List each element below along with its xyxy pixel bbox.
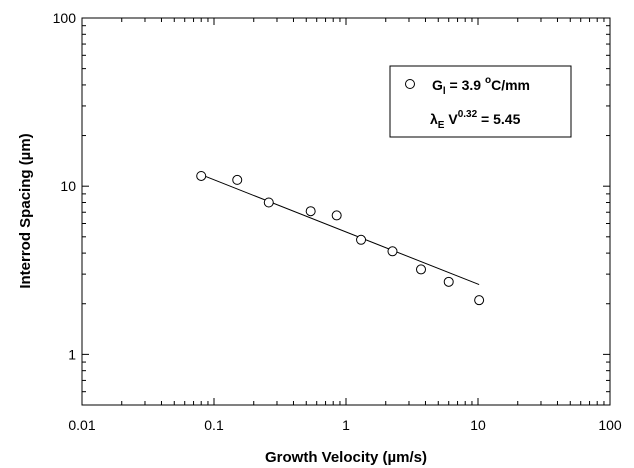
- data-point: [356, 234, 367, 245]
- legend-marker: [405, 79, 415, 89]
- y-tick-label: 100: [53, 10, 77, 26]
- data-point: [196, 170, 207, 181]
- data-point: [305, 206, 316, 217]
- x-tick-label: 0.01: [68, 417, 95, 433]
- data-points: [196, 170, 485, 306]
- y-tick-label: 10: [60, 178, 76, 194]
- data-point: [263, 197, 274, 208]
- y-axis-title: Interrod Spacing (µm): [17, 133, 34, 288]
- data-point: [331, 210, 342, 221]
- x-tick-label: 10: [470, 417, 486, 433]
- data-point: [474, 295, 485, 306]
- legend: Gl = 3.9 oC/mm λE V0.32 = 5.45: [389, 65, 572, 138]
- legend-entry-fit: λE V0.32 = 5.45: [430, 109, 521, 131]
- data-point: [443, 276, 454, 287]
- legend-box: [389, 65, 572, 138]
- x-tick-label: 100: [598, 417, 622, 433]
- legend-entry-g: Gl = 3.9 oC/mm: [432, 75, 530, 97]
- data-point: [387, 246, 398, 257]
- data-point: [416, 264, 427, 275]
- data-point: [232, 174, 243, 185]
- axis-ticks: [81, 17, 611, 406]
- x-axis-title: Growth Velocity (µm/s): [265, 449, 427, 466]
- fit-line: [201, 174, 480, 286]
- x-tick-label: 0.1: [204, 417, 224, 433]
- y-tick-label: 1: [68, 346, 76, 362]
- tick-labels: 0.01 0.1 1 10 100 1 10 100: [53, 10, 622, 433]
- x-tick-label: 1: [342, 417, 350, 433]
